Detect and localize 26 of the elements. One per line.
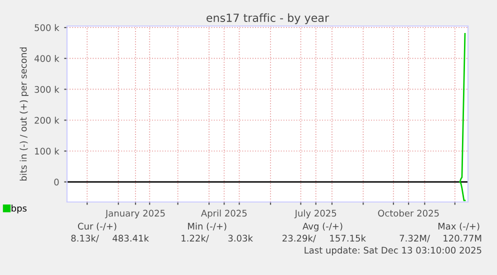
x-tick-label: April 2025 [201,210,247,218]
text: 3.03k [228,234,253,242]
y-tick-label: 300 k [34,86,60,93]
text: 483.41k [112,234,149,242]
y-tick-label: 400 k [34,54,60,62]
text: Last update: Sat Dec 13 03:10:00 2025 [304,246,482,256]
text: 157.15k [330,234,366,242]
x-tick-label: October 2025 [378,210,439,217]
y-tick-label: 0 [54,178,59,186]
y-axis-title: bits in (-) / out (+) per second [20,47,28,181]
text: Min (-/+) [188,222,226,231]
x-tick-label: January 2025 [105,210,165,218]
y-tick-label: 500 k [34,24,60,32]
text: 7.32M/ [400,234,430,242]
text: 1.22k/ [182,234,209,242]
text: 23.29k/ [282,234,316,242]
text: 8.13k/ [71,234,99,242]
legend-label: bps [12,204,27,214]
text: Max (-/+) [438,222,480,231]
text: 120.77M [444,234,482,242]
y-tick-label: 200 k [34,116,60,124]
text: Cur (-/+) [78,222,116,231]
chart-title: ens17 traffic - by year [206,13,330,24]
x-tick-label: July 2025 [294,210,336,218]
text: Avg (-/+) [302,222,342,232]
y-tick-label: 100 k [35,148,60,155]
